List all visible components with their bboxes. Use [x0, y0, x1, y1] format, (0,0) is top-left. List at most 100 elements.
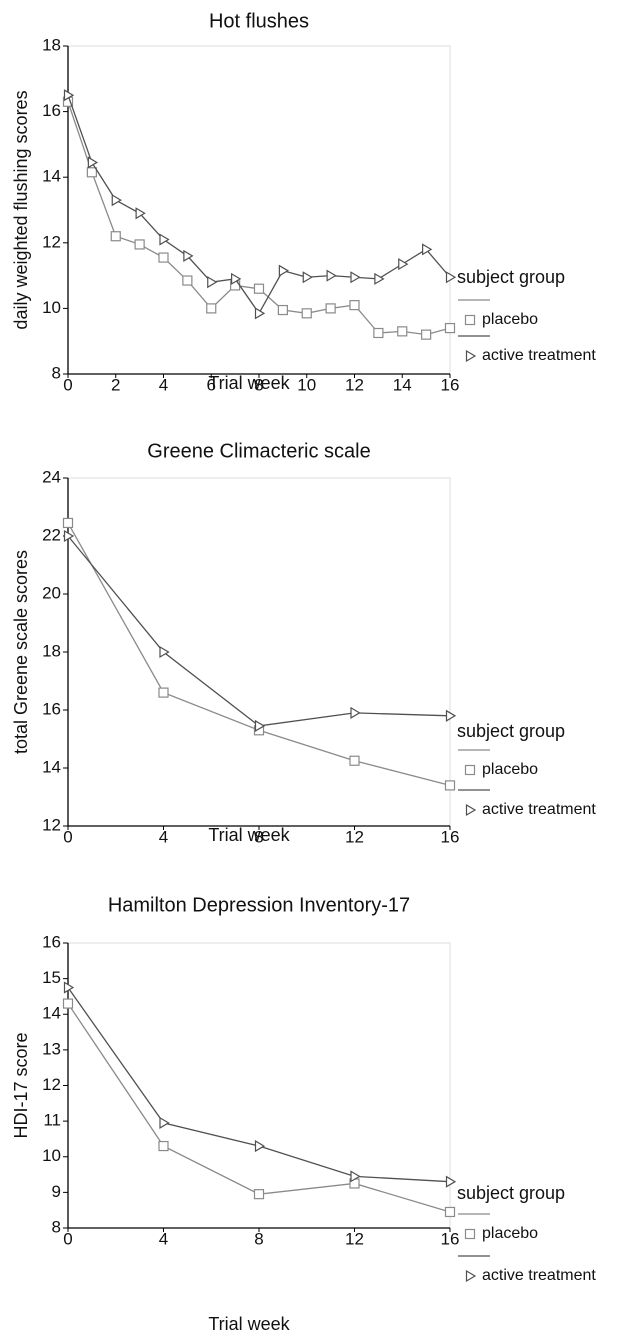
y-tick-label: 14 [42, 1004, 61, 1023]
legend-label: active treatment [482, 801, 596, 818]
x-tick-label: 6 [207, 375, 216, 394]
marker [398, 258, 409, 271]
x-tick-label: 16 [441, 827, 460, 846]
legend-marker [464, 314, 476, 326]
marker [302, 271, 313, 284]
x-tick-label: 0 [63, 1229, 72, 1248]
marker [87, 156, 99, 169]
x-axis-title: Trial week [208, 373, 290, 393]
marker [158, 1140, 169, 1152]
x-tick-label: 2 [111, 375, 120, 394]
x-tick-label: 4 [159, 1229, 168, 1248]
series-line [67, 522, 451, 787]
legend-label: placebo [482, 1225, 538, 1242]
y-tick-label: 16 [42, 932, 61, 951]
series-line [67, 535, 451, 727]
marker [444, 322, 456, 334]
legend-title: subject group [457, 267, 565, 287]
marker [444, 780, 456, 791]
y-tick-label: 12 [42, 815, 61, 834]
x-axis-title: Trial week [208, 825, 290, 845]
legend-title: subject group [457, 721, 565, 741]
marker [278, 264, 290, 277]
legend-marker [464, 1228, 476, 1240]
x-tick-label: 8 [254, 1229, 263, 1248]
marker [253, 283, 265, 294]
series-line [67, 1003, 451, 1213]
chart-title: Hot flushes [209, 10, 309, 32]
y-tick-label: 14 [42, 167, 61, 186]
y-tick-label: 13 [42, 1039, 61, 1058]
marker [253, 1189, 265, 1200]
chart-title: Hamilton Depression Inventory-17 [108, 894, 410, 916]
marker [134, 239, 145, 250]
plot-frame [67, 477, 451, 827]
y-tick-label: 10 [42, 1146, 61, 1165]
marker [159, 1116, 170, 1129]
marker [159, 645, 170, 659]
marker [325, 303, 336, 314]
marker [422, 243, 433, 256]
marker [135, 207, 146, 220]
chart-title: Greene Climacteric scale [147, 440, 370, 462]
marker [158, 252, 169, 263]
y-tick-label: 8 [52, 1217, 61, 1236]
plot-frame [67, 45, 451, 375]
y-tick-label: 15 [42, 968, 61, 987]
x-tick-label: 12 [345, 827, 364, 846]
marker [183, 249, 194, 262]
marker [350, 271, 361, 284]
marker [373, 327, 384, 339]
x-axis-title: Trial week [208, 1314, 290, 1334]
marker [158, 687, 169, 698]
marker [301, 308, 312, 319]
marker [349, 300, 360, 311]
series-line [67, 101, 451, 336]
legend-marker [465, 803, 477, 817]
y-tick-label: 18 [42, 35, 61, 54]
y-tick-label: 16 [42, 101, 61, 120]
y-tick-label: 11 [43, 1111, 61, 1130]
y-tick-label: 10 [42, 298, 61, 317]
x-tick-label: 12 [345, 375, 364, 394]
y-tick-label: 12 [42, 1075, 61, 1094]
marker [397, 326, 408, 337]
y-tick-label: 12 [42, 232, 61, 251]
marker [444, 1206, 456, 1218]
marker [421, 329, 432, 340]
marker [63, 89, 75, 102]
x-tick-label: 4 [159, 375, 168, 394]
marker [206, 303, 217, 314]
y-axis-title: HDI-17 score [11, 1032, 31, 1138]
marker [374, 272, 385, 285]
x-tick-label: 4 [159, 827, 168, 846]
x-tick-label: 8 [254, 827, 263, 846]
legend-marker [464, 764, 476, 776]
x-tick-label: 8 [254, 375, 263, 394]
marker [277, 304, 288, 316]
legend-marker [465, 349, 477, 363]
x-tick-label: 10 [297, 375, 316, 394]
y-tick-label: 16 [42, 699, 61, 718]
x-tick-label: 0 [63, 375, 72, 394]
marker [254, 1140, 266, 1153]
marker [254, 719, 266, 732]
marker [445, 709, 457, 722]
marker [350, 1170, 361, 1183]
marker [349, 755, 360, 766]
legend-label: active treatment [482, 347, 596, 364]
legend-title: subject group [457, 1183, 565, 1203]
x-tick-label: 0 [63, 827, 72, 846]
series-line [67, 94, 451, 315]
marker [159, 233, 170, 246]
y-axis-title: total Greene scale scores [11, 550, 31, 754]
y-tick-label: 14 [42, 757, 61, 776]
marker [62, 998, 74, 1009]
marker [207, 276, 218, 289]
x-tick-label: 14 [393, 375, 412, 394]
marker [231, 272, 242, 285]
marker [63, 529, 75, 543]
marker [63, 981, 75, 994]
marker [110, 231, 121, 242]
